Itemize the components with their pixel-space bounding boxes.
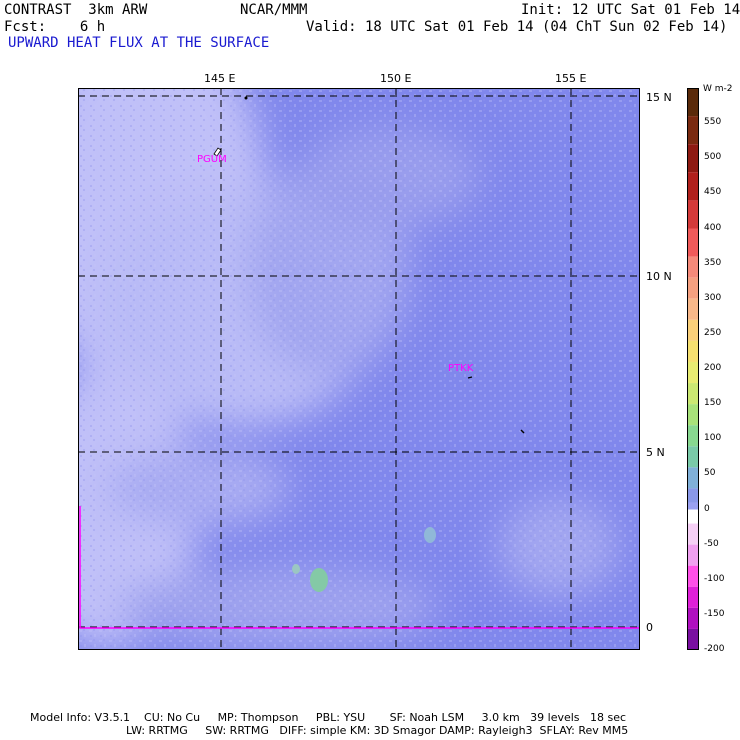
colorbar-cell <box>687 467 699 489</box>
colorbar-cell <box>687 340 699 362</box>
lat-lon-grid <box>78 88 640 650</box>
lon-label-150: 150 E <box>380 72 412 85</box>
chuuk-island <box>467 376 473 379</box>
colorbar-label: -150 <box>704 608 725 619</box>
forecast-hour: Fcst: 6 h <box>4 19 106 35</box>
map-border <box>78 88 640 650</box>
colorbar-cell <box>687 144 699 173</box>
station-pgum: PGUM <box>197 154 227 165</box>
colorbar-label: 450 <box>704 187 722 198</box>
model-info-line2: LW: RRTMG SW: RRTMG DIFF: simple KM: 3D … <box>126 724 629 737</box>
colorbar-label: 50 <box>704 468 716 479</box>
colorbar-cell <box>687 425 699 447</box>
colorbar-cell <box>687 256 699 278</box>
guam-island <box>213 147 222 157</box>
colorbar-cell <box>687 383 699 405</box>
lat-label-10n: 10 N <box>646 270 672 283</box>
colorbar-label: 300 <box>704 292 722 303</box>
field-title: UPWARD HEAT FLUX AT THE SURFACE <box>8 35 270 51</box>
colorbar-label: -100 <box>704 573 725 584</box>
high-flux-patch <box>310 568 328 592</box>
lon-label-145: 145 E <box>204 72 236 85</box>
pohnpei-island <box>520 429 525 434</box>
island-dot <box>244 96 248 100</box>
colorbar-label: 550 <box>704 117 722 128</box>
colorbar-cell <box>687 523 699 545</box>
lat-label-5n: 5 N <box>646 446 665 459</box>
colorbar-label: 250 <box>704 327 722 338</box>
lat-label-15n: 15 N <box>646 91 672 104</box>
model-title: CONTRAST 3km ARW <box>4 2 148 18</box>
colorbar-label: -50 <box>704 538 719 549</box>
colorbar-cell <box>687 404 699 426</box>
colorbar-cell <box>687 628 699 650</box>
station-ptkk: PTKK <box>448 363 474 374</box>
equator-boundary <box>79 506 640 629</box>
colorbar-cell <box>687 228 699 257</box>
organization: NCAR/MMM <box>240 2 308 18</box>
model-info-line1: Model Info: V3.5.1 CU: No Cu MP: Thompso… <box>30 711 627 724</box>
colorbar-cell <box>687 607 699 629</box>
high-flux-patch-small <box>292 564 300 574</box>
colorbar-cell <box>687 488 699 503</box>
heat-flux-map: PGUM PTKK <box>78 88 640 650</box>
colorbar-unit: W m-2 <box>703 84 733 94</box>
speckle-texture <box>78 88 640 650</box>
colorbar-cell <box>687 277 699 299</box>
colorbar-cell <box>687 319 699 341</box>
high-flux-patch-east <box>424 527 436 543</box>
colorbar-label: 100 <box>704 433 722 444</box>
colorbar-cell <box>687 446 699 468</box>
colorbar-label: 150 <box>704 398 722 409</box>
colorbar <box>687 88 699 650</box>
colorbar-cell <box>687 509 699 524</box>
colorbar-cell <box>687 298 699 320</box>
colorbar-cell <box>687 116 699 145</box>
colorbar-cell <box>687 586 699 608</box>
colorbar-cell <box>687 502 699 510</box>
colorbar-cell <box>687 88 699 117</box>
colorbar-cell <box>687 172 699 201</box>
colorbar-cell <box>687 200 699 229</box>
colorbar-label: 0 <box>704 503 710 514</box>
colorbar-label: 400 <box>704 222 722 233</box>
valid-time: Valid: 18 UTC Sat 01 Feb 14 (04 ChT Sun … <box>306 19 728 35</box>
colorbar-cell <box>687 565 699 587</box>
lon-label-155: 155 E <box>555 72 587 85</box>
colorbar-label: 500 <box>704 152 722 163</box>
colorbar-label: 200 <box>704 363 722 373</box>
init-time: Init: 12 UTC Sat 01 Feb 14 <box>521 2 740 18</box>
colorbar-label: 350 <box>704 257 722 268</box>
colorbar-label: -200 <box>704 644 725 654</box>
colorbar-cell <box>687 544 699 566</box>
lat-label-0: 0 <box>646 621 653 634</box>
colorbar-cell <box>687 361 699 384</box>
